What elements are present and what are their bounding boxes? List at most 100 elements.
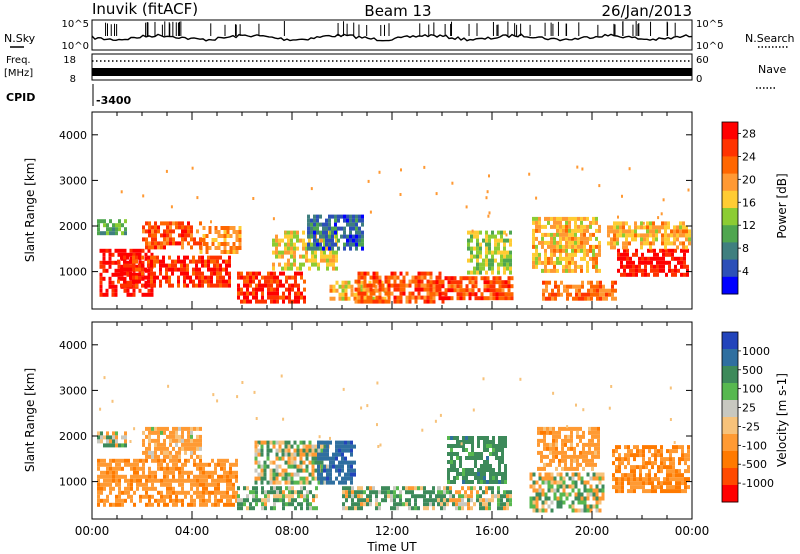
data-cell bbox=[302, 476, 306, 481]
data-cell bbox=[471, 444, 474, 448]
data-cell bbox=[452, 502, 455, 507]
data-cell bbox=[662, 264, 665, 269]
data-cell bbox=[375, 295, 379, 300]
data-cell bbox=[331, 230, 334, 235]
data-cell bbox=[559, 248, 562, 253]
data-cell bbox=[633, 465, 636, 470]
data-cell bbox=[172, 221, 175, 226]
data-cell bbox=[205, 490, 208, 495]
data-cell bbox=[497, 238, 500, 243]
data-cell bbox=[588, 426, 591, 431]
data-cell bbox=[166, 454, 169, 459]
data-cell bbox=[494, 258, 497, 263]
data-cell bbox=[549, 430, 552, 435]
data-cell bbox=[166, 478, 169, 483]
scatter-point bbox=[129, 440, 132, 443]
data-cell bbox=[341, 468, 344, 473]
data-cell bbox=[331, 238, 334, 243]
data-cell bbox=[272, 460, 276, 465]
data-cell bbox=[577, 476, 581, 481]
data-cell bbox=[117, 248, 121, 253]
data-cell bbox=[299, 266, 302, 271]
data-cell bbox=[628, 233, 631, 238]
data-cell bbox=[273, 295, 276, 300]
cpid-label: CPID bbox=[6, 91, 35, 104]
data-cell bbox=[296, 234, 299, 239]
data-cell bbox=[136, 470, 139, 475]
data-cell bbox=[141, 276, 145, 281]
data-cell bbox=[347, 444, 350, 449]
data-cell bbox=[193, 438, 196, 443]
data-cell bbox=[450, 452, 453, 456]
data-cell bbox=[590, 284, 593, 289]
data-cell bbox=[284, 266, 287, 271]
data-cell bbox=[198, 267, 201, 272]
data-cell bbox=[545, 284, 548, 289]
data-cell bbox=[163, 446, 166, 451]
data-cell bbox=[482, 262, 485, 267]
data-cell bbox=[492, 296, 496, 301]
data-cell bbox=[435, 280, 439, 285]
data-cell bbox=[673, 237, 676, 242]
scatter-point bbox=[673, 441, 676, 444]
data-cell bbox=[568, 240, 571, 245]
data-cell bbox=[317, 266, 320, 271]
data-cell bbox=[426, 295, 430, 300]
data-cell bbox=[581, 296, 584, 301]
scatter-point bbox=[642, 221, 645, 225]
data-cell bbox=[592, 504, 596, 509]
data-cell bbox=[617, 248, 620, 253]
data-cell bbox=[483, 476, 486, 480]
data-cell bbox=[202, 490, 205, 495]
data-cell bbox=[347, 464, 350, 469]
data-cell bbox=[575, 288, 578, 293]
data-cell bbox=[219, 279, 222, 284]
data-cell bbox=[626, 252, 629, 257]
data-cell bbox=[136, 486, 139, 491]
data-cell bbox=[465, 436, 468, 440]
data-cell bbox=[208, 490, 211, 495]
data-cell bbox=[160, 430, 163, 435]
data-cell bbox=[529, 476, 533, 481]
data-cell bbox=[399, 271, 403, 276]
data-cell bbox=[181, 466, 184, 471]
data-cell bbox=[273, 486, 276, 491]
data-cell bbox=[396, 283, 400, 288]
data-cell bbox=[169, 237, 172, 242]
data-cell bbox=[685, 245, 688, 250]
data-cell bbox=[558, 450, 561, 455]
data-cell bbox=[266, 452, 270, 457]
data-cell bbox=[624, 473, 627, 478]
data-cell bbox=[279, 271, 282, 276]
data-cell bbox=[471, 280, 475, 285]
data-cell bbox=[498, 464, 501, 468]
data-cell bbox=[611, 284, 614, 289]
data-cell bbox=[468, 292, 472, 297]
data-cell bbox=[384, 291, 388, 296]
data-cell bbox=[624, 477, 627, 482]
data-cell bbox=[467, 498, 470, 503]
data-cell bbox=[193, 426, 196, 431]
data-cell bbox=[293, 440, 297, 445]
data-cell bbox=[183, 283, 186, 288]
data-cell bbox=[127, 462, 130, 467]
data-cell bbox=[314, 250, 317, 255]
data-cell bbox=[99, 264, 103, 269]
y-tick-label: 4000 bbox=[59, 339, 87, 352]
data-cell bbox=[621, 457, 624, 462]
data-cell bbox=[570, 446, 573, 451]
data-cell bbox=[160, 466, 163, 471]
data-cell bbox=[411, 490, 414, 495]
data-cell bbox=[467, 238, 470, 243]
data-cell bbox=[208, 494, 211, 499]
data-cell bbox=[682, 225, 685, 230]
data-cell bbox=[638, 268, 641, 273]
data-cell bbox=[465, 476, 468, 480]
data-cell bbox=[338, 284, 342, 289]
data-cell bbox=[263, 468, 267, 473]
y-tick-label: 4000 bbox=[59, 129, 87, 142]
data-cell bbox=[470, 246, 473, 251]
data-cell bbox=[297, 287, 300, 292]
data-cell bbox=[503, 494, 506, 499]
data-cell bbox=[217, 230, 221, 234]
